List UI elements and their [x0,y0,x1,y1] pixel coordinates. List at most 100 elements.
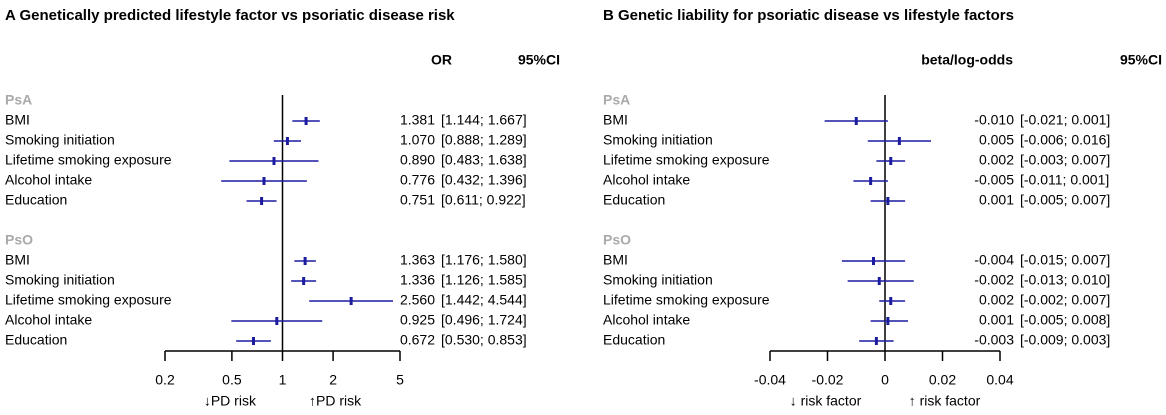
estimate-point [886,317,890,325]
row-label: Lifetime smoking exposure [603,292,770,308]
ci-label: [-0.002; 0.007] [1020,292,1110,308]
x-tick-label: 0 [881,372,889,388]
estimate-label: 0.002 [979,152,1014,168]
ci-label: [-0.005; 0.007] [1020,192,1110,208]
estimate-point [285,137,289,145]
estimate-point [872,257,875,265]
x-tick-label: 2 [329,372,337,388]
estimate-point [897,137,901,145]
ci-label: [-0.015; 0.007] [1020,252,1110,268]
row-label: Lifetime smoking exposure [5,292,172,308]
estimate-label: 0.001 [979,192,1014,208]
ci-label: [0.530; 0.853] [441,332,527,348]
row-label: Lifetime smoking exposure [5,152,172,168]
estimate-point [869,177,873,185]
row-label: Education [5,192,67,208]
ci-label: [-0.005; 0.008] [1020,312,1110,328]
x-label-right: ↑PD risk [309,393,362,409]
ci-label: [0.611; 0.922] [441,192,526,208]
group-label: PsO [603,232,631,248]
column-header: 95%CI [1120,52,1162,68]
row-label: Alcohol intake [5,172,92,188]
estimate-label: 0.776 [400,172,435,188]
estimate-point [303,257,307,265]
estimate-label: 0.002 [979,292,1014,308]
column-header: beta/log-odds [921,52,1013,68]
x-tick-label: 5 [396,372,404,388]
ci-label: [0.432; 1.396] [441,172,527,188]
estimate-label: 1.363 [400,252,435,268]
ci-label: [-0.013; 0.010] [1020,272,1110,288]
row-label: Smoking initiation [5,272,115,288]
ci-label: [-0.003; 0.007] [1020,152,1110,168]
x-label-left: ↓ risk factor [790,393,862,409]
x-tick-label: 0.2 [155,372,175,388]
row-label: Smoking initiation [603,272,713,288]
estimate-label: 1.070 [400,132,435,148]
estimate-label: 0.925 [400,312,435,328]
row-label: Lifetime smoking exposure [603,152,770,168]
row-label: Education [603,192,665,208]
ci-label: [-0.021; 0.001] [1020,112,1110,128]
x-tick-label: -0.02 [812,372,844,388]
x-tick-label: -0.04 [754,372,786,388]
estimate-label: -0.003 [974,332,1014,348]
estimate-label: 1.336 [400,272,435,288]
row-label: Education [5,332,67,348]
estimate-label: -0.002 [974,272,1014,288]
estimate-label: -0.004 [974,252,1014,268]
row-label: Education [603,332,665,348]
estimate-point [349,297,353,305]
estimate-point [302,277,306,285]
estimate-point [272,157,276,165]
ci-label: [1.176; 1.580] [441,252,527,268]
estimate-point [874,337,878,345]
panel-title: B Genetic liability for psoriatic diseas… [603,7,1014,24]
group-label: PsO [5,232,33,248]
row-label: Alcohol intake [603,172,690,188]
group-label: PsA [603,92,630,108]
estimate-label: 0.001 [979,312,1014,328]
estimate-label: -0.005 [974,172,1014,188]
row-label: Smoking initiation [5,132,115,148]
ci-label: [1.126; 1.585] [441,272,527,288]
estimate-point [304,117,308,125]
ci-label: [0.888; 1.289] [441,132,527,148]
ci-label: [1.144; 1.667] [441,112,527,128]
row-label: BMI [5,112,30,128]
x-tick-label: 1 [279,372,287,388]
column-header: OR [431,52,452,68]
ci-label: [1.442; 4.544] [441,292,527,308]
ci-label: [-0.011; 0.001] [1020,172,1109,188]
x-label-left: ↓PD risk [204,393,257,409]
estimate-point [889,297,893,305]
ci-label: [0.496; 1.724] [441,312,527,328]
estimate-point [275,317,279,325]
row-label: BMI [603,252,628,268]
estimate-label: 1.381 [400,112,435,128]
row-label: Alcohol intake [5,312,92,328]
panel-title: A Genetically predicted lifestyle factor… [5,7,455,24]
estimate-label: 0.005 [979,132,1014,148]
x-label-right: ↑ risk factor [909,393,981,409]
estimate-point [889,157,893,165]
row-label: Alcohol intake [603,312,690,328]
estimate-label: -0.010 [974,112,1014,128]
estimate-label: 0.672 [400,332,435,348]
ci-label: [-0.009; 0.003] [1020,332,1110,348]
ci-label: [-0.006; 0.016] [1020,132,1110,148]
estimate-label: 0.890 [400,152,435,168]
estimate-point [877,277,881,285]
row-label: Smoking initiation [603,132,713,148]
estimate-point [260,197,264,205]
row-label: BMI [5,252,30,268]
estimate-label: 0.751 [400,192,435,208]
row-label: BMI [603,112,628,128]
column-header: 95%CI [518,52,560,68]
estimate-label: 2.560 [400,292,435,308]
estimate-point [262,177,266,185]
ci-label: [0.483; 1.638] [441,152,527,168]
estimate-point [886,197,890,205]
x-tick-label: 0.5 [222,372,242,388]
